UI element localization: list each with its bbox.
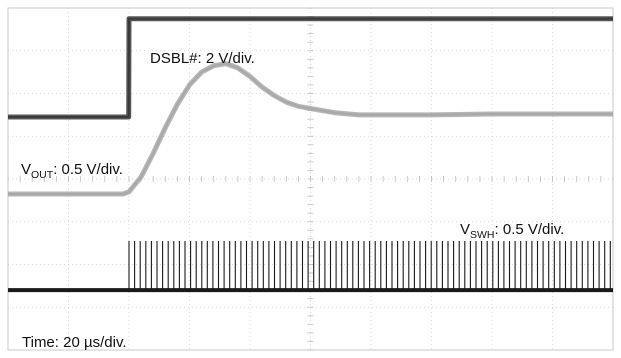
vout-label-rest: : 0.5 V/div.: [53, 161, 123, 178]
vout-label-main: V: [21, 161, 31, 178]
vswh-label: VSWH: 0.5 V/div.: [460, 221, 564, 241]
time-scale-label: Time: 20 µs/div.: [22, 334, 127, 351]
trace-vswh-pulses: [128, 241, 611, 291]
traces: [8, 16, 613, 293]
vout-label-sub: OUT: [31, 169, 54, 181]
vout-label: VOUT: 0.5 V/div.: [21, 161, 123, 181]
dsbl-label: DSBL#: 2 V/div.: [150, 50, 255, 67]
vswh-label-sub: SWH: [470, 229, 495, 241]
trace-dsbl-: [8, 17, 613, 118]
trace-vout: [8, 62, 613, 195]
vswh-label-main: V: [460, 221, 470, 238]
vswh-label-rest: : 0.5 V/div.: [495, 221, 565, 238]
